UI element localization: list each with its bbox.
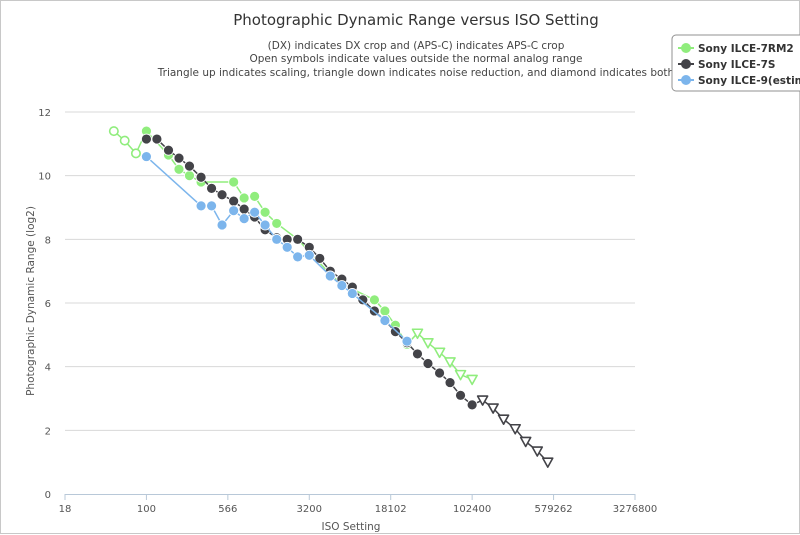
data-point <box>228 205 240 217</box>
data-point <box>195 171 207 183</box>
data-point <box>466 399 478 411</box>
data-point <box>271 218 283 229</box>
data-point <box>292 251 304 263</box>
data-point <box>206 182 217 194</box>
y-tick-label: 12 <box>38 108 51 119</box>
data-point <box>444 377 456 388</box>
data-point <box>173 152 185 164</box>
data-point <box>455 389 466 401</box>
data-point <box>259 206 271 218</box>
axes: 0 2 4 6 8 10 12 18 100 566 3200 18102 102400 579262 32… <box>38 108 657 515</box>
y-tick-label: 2 <box>45 426 51 437</box>
data-point <box>184 170 195 182</box>
data-point <box>163 144 174 156</box>
data-point <box>216 219 228 231</box>
data-point <box>238 203 250 215</box>
data-point <box>476 395 489 406</box>
data-point <box>238 213 250 225</box>
data-point <box>369 294 380 306</box>
x-tick-label: 3276800 <box>613 504 658 515</box>
grid-lines <box>65 111 635 431</box>
x-tick-label: 18102 <box>375 504 407 515</box>
legend-box <box>671 34 800 92</box>
chart-title: Photographic Dynamic Range versus ISO Se… <box>233 11 599 29</box>
x-axis-label: ISO Setting <box>322 521 381 533</box>
data-point <box>346 288 358 299</box>
x-tick-label: 102400 <box>453 504 491 515</box>
data-point <box>336 280 348 291</box>
data-point <box>259 219 271 231</box>
data-point <box>228 195 240 207</box>
data-point <box>466 374 478 386</box>
data-point <box>454 369 467 381</box>
data-point <box>271 233 283 245</box>
y-axis-label: Photographic Dynamic Range (log2) <box>25 206 37 396</box>
data-point <box>249 206 261 218</box>
chart-subtitle-line-2: Open symbols indicate values outside the… <box>249 53 582 65</box>
data-point <box>141 151 152 162</box>
data-point <box>130 148 141 159</box>
data-point <box>303 249 315 261</box>
data-point <box>281 241 293 253</box>
data-point <box>509 423 521 435</box>
data-point <box>422 358 434 369</box>
data-point <box>433 347 446 359</box>
legend-label-0: Sony ILCE-7RM2 <box>698 43 794 55</box>
data-point <box>314 253 326 264</box>
data-point <box>379 315 391 326</box>
legend-label-2: Sony ILCE-9(estimat <box>698 75 800 87</box>
series-layer <box>108 125 554 468</box>
legend[interactable]: Sony ILCE-7RM2 Sony ILCE-7S Sony ILCE-9(es… <box>671 34 800 92</box>
data-point <box>412 348 423 360</box>
data-point <box>173 163 185 175</box>
data-point <box>228 176 240 188</box>
data-point <box>184 160 195 172</box>
data-point <box>487 403 499 414</box>
data-point <box>519 436 532 448</box>
x-tick-label: 3200 <box>297 504 322 515</box>
data-point <box>497 414 510 425</box>
data-point <box>238 192 250 204</box>
x-tick-label: 566 <box>218 504 237 515</box>
data-point <box>541 457 554 468</box>
y-tick-label: 0 <box>45 490 51 501</box>
data-point <box>195 200 207 212</box>
data-point <box>141 133 152 145</box>
data-point <box>108 126 119 137</box>
legend-marker-0 <box>681 43 691 53</box>
x-tick-label: 18 <box>59 504 72 515</box>
data-point <box>292 233 304 245</box>
x-tick-label: 579262 <box>534 504 572 515</box>
y-tick-label: 8 <box>45 235 51 246</box>
data-point <box>379 305 391 317</box>
chart-subtitle-line-3: Triangle up indicates scaling, triangle … <box>157 67 674 79</box>
data-point <box>444 357 456 368</box>
y-tick-label: 4 <box>45 363 51 374</box>
legend-marker-1 <box>681 59 691 69</box>
legend-label-1: Sony ILCE-7S <box>698 59 775 71</box>
data-point <box>411 328 424 340</box>
data-point <box>249 190 261 202</box>
data-point <box>151 133 163 145</box>
data-point <box>119 135 130 146</box>
data-point <box>401 335 413 347</box>
data-point <box>531 446 544 457</box>
legend-marker-2 <box>681 75 691 85</box>
data-point <box>422 337 434 349</box>
data-point <box>324 270 336 282</box>
chart-subtitle-line-1: (DX) indicates DX crop and (APS-C) indic… <box>268 40 565 52</box>
data-point <box>434 367 445 379</box>
data-point <box>216 189 228 201</box>
x-tick-label: 100 <box>137 504 156 515</box>
y-tick-label: 6 <box>45 299 51 310</box>
data-point <box>206 200 217 212</box>
data-point <box>389 326 401 338</box>
series-line-2 <box>145 156 408 342</box>
y-tick-label: 10 <box>38 172 51 183</box>
data-point <box>357 294 369 306</box>
